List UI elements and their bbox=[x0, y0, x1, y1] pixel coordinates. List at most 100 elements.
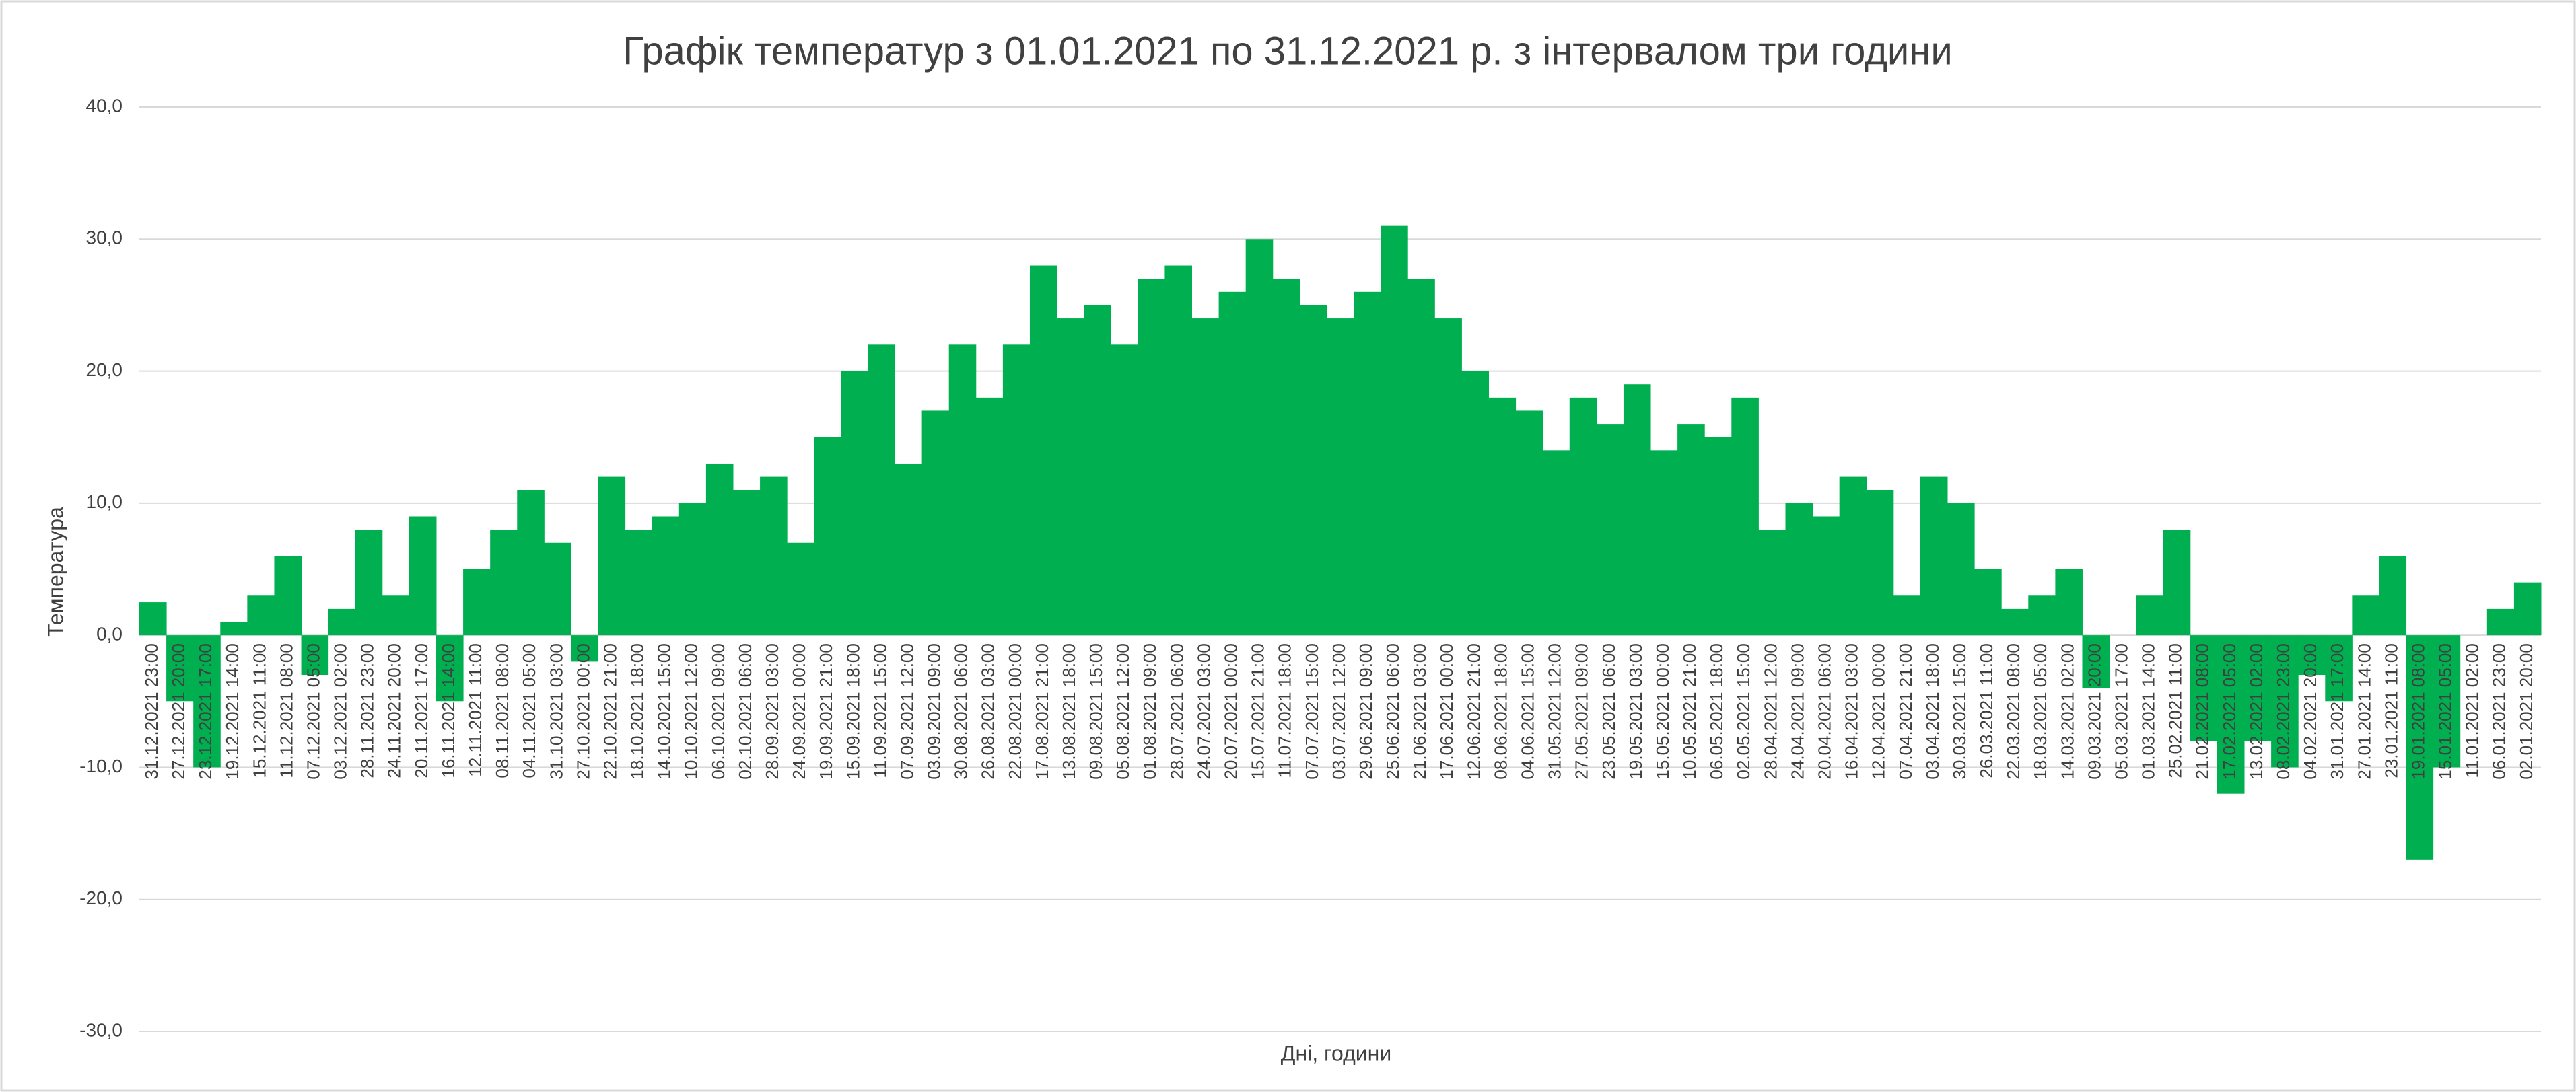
bar bbox=[1542, 450, 1570, 636]
x-tick-label: 02.05.2021 15:00 bbox=[1733, 643, 1753, 779]
x-tick-label: 18.03.2021 05:00 bbox=[2030, 643, 2050, 779]
bar bbox=[1866, 490, 1894, 636]
x-tick-label: 09.03.2021 20:00 bbox=[2084, 643, 2104, 779]
bar bbox=[1920, 476, 1948, 636]
x-tick-label: 15.12.2021 11:00 bbox=[249, 643, 269, 778]
x-tick-label: 28.11.2021 23:00 bbox=[357, 643, 378, 778]
bar bbox=[490, 530, 518, 636]
bar bbox=[1381, 225, 1408, 636]
bar bbox=[895, 463, 923, 636]
x-tick-label: 03.07.2021 12:00 bbox=[1329, 643, 1349, 779]
bar bbox=[1785, 503, 1813, 636]
bar bbox=[1029, 265, 1057, 636]
x-tick-label: 27.10.2021 00:00 bbox=[573, 643, 593, 779]
x-tick-label: 02.01.2021 20:00 bbox=[2516, 643, 2536, 779]
bar bbox=[1354, 291, 1381, 636]
x-tick-label: 24.11.2021 20:00 bbox=[384, 643, 405, 778]
x-tick-label: 31.10.2021 03:00 bbox=[546, 643, 566, 779]
bar bbox=[1947, 503, 1975, 636]
bar bbox=[1299, 305, 1327, 636]
bar bbox=[193, 635, 221, 768]
x-tick-label: 01.08.2021 09:00 bbox=[1140, 643, 1160, 779]
bar bbox=[1057, 318, 1084, 636]
bar bbox=[463, 569, 491, 636]
x-tick-label: 03.04.2021 18:00 bbox=[1922, 643, 1943, 779]
bar bbox=[2082, 635, 2110, 688]
x-tick-label: 11.01.2021 02:00 bbox=[2462, 643, 2482, 778]
bar bbox=[1596, 424, 1624, 636]
x-tick-label: 11.07.2021 18:00 bbox=[1275, 643, 1295, 778]
y-tick-label: -10,0 bbox=[79, 756, 123, 776]
bar bbox=[1839, 476, 1867, 636]
bar bbox=[787, 542, 814, 636]
x-tick-label: 06.05.2021 18:00 bbox=[1706, 643, 1727, 779]
x-tick-label: 03.09.2021 09:00 bbox=[924, 643, 944, 779]
x-tick-label: 12.04.2021 00:00 bbox=[1869, 643, 1889, 779]
bar bbox=[2136, 595, 2164, 636]
x-tick-label: 12.06.2021 21:00 bbox=[1463, 643, 1484, 779]
bar bbox=[2352, 595, 2379, 636]
x-tick-label: 07.04.2021 21:00 bbox=[1895, 643, 1916, 779]
bar bbox=[409, 516, 437, 636]
x-tick-label: 07.07.2021 15:00 bbox=[1302, 643, 1322, 779]
bar bbox=[1623, 384, 1651, 636]
y-tick-label: 30,0 bbox=[86, 227, 123, 248]
bar bbox=[841, 371, 868, 636]
bar bbox=[1138, 279, 1165, 636]
x-tick-label: 26.08.2021 03:00 bbox=[978, 643, 998, 779]
bar bbox=[1245, 239, 1274, 636]
x-tick-label: 24.07.2021 03:00 bbox=[1193, 643, 1214, 779]
bar bbox=[598, 476, 626, 636]
chart-title: Графік температур з 01.01.2021 по 31.12.… bbox=[623, 29, 1952, 73]
x-tick-label: 27.12.2021 20:00 bbox=[168, 643, 188, 779]
bar bbox=[2163, 530, 2191, 636]
bar bbox=[1488, 397, 1517, 636]
x-tick-label: 14.03.2021 02:00 bbox=[2057, 643, 2077, 779]
bar bbox=[1677, 424, 1705, 636]
bar bbox=[139, 602, 167, 636]
x-tick-label: 15.07.2021 21:00 bbox=[1248, 643, 1268, 779]
x-tick-label: 31.01.2021 17:00 bbox=[2327, 643, 2347, 779]
bar bbox=[678, 503, 707, 636]
bar bbox=[2244, 635, 2272, 741]
bar bbox=[1326, 318, 1354, 636]
bar bbox=[1731, 397, 1759, 636]
x-tick-label: 09.08.2021 15:00 bbox=[1086, 643, 1106, 779]
bar bbox=[328, 608, 356, 636]
x-tick-label: 07.12.2021 05:00 bbox=[303, 643, 323, 779]
x-tick-label: 12.11.2021 11:00 bbox=[465, 643, 485, 777]
bar bbox=[732, 490, 761, 636]
x-tick-label: 30.03.2021 15:00 bbox=[1949, 643, 1970, 779]
bar bbox=[1002, 344, 1031, 636]
bar bbox=[274, 556, 302, 636]
x-tick-label: 25.06.2021 06:00 bbox=[1383, 643, 1403, 779]
y-tick-label: 40,0 bbox=[86, 95, 123, 116]
bar bbox=[1893, 595, 1921, 636]
x-tick-label: 15.01.2021 05:00 bbox=[2435, 643, 2456, 779]
bar bbox=[571, 635, 599, 662]
x-tick-label: 23.12.2021 17:00 bbox=[195, 643, 215, 779]
x-tick-label: 16.11.2021 14:00 bbox=[438, 643, 458, 778]
x-tick-label: 24.04.2021 09:00 bbox=[1787, 643, 1807, 779]
bar bbox=[760, 476, 788, 636]
x-tick-label: 24.09.2021 00:00 bbox=[789, 643, 809, 779]
bar bbox=[2271, 635, 2299, 768]
bar bbox=[2217, 635, 2245, 794]
bar bbox=[2433, 635, 2461, 768]
bar bbox=[382, 595, 410, 636]
bar bbox=[220, 622, 248, 636]
x-tick-label: 19.09.2021 21:00 bbox=[816, 643, 836, 779]
bar bbox=[355, 530, 383, 636]
x-tick-label: 08.06.2021 18:00 bbox=[1490, 643, 1510, 779]
x-tick-label: 15.05.2021 00:00 bbox=[1652, 643, 1673, 779]
bar bbox=[2513, 582, 2542, 636]
x-tick-label: 20.07.2021 00:00 bbox=[1221, 643, 1241, 779]
x-tick-label: 30.08.2021 06:00 bbox=[951, 643, 971, 779]
x-tick-label: 08.11.2021 08:00 bbox=[492, 643, 512, 778]
x-tick-label: 04.02.2021 20:00 bbox=[2300, 643, 2320, 779]
bar bbox=[1407, 279, 1435, 636]
bar bbox=[2325, 635, 2353, 702]
x-tick-label: 10.10.2021 12:00 bbox=[681, 643, 701, 779]
y-tick-label: 10,0 bbox=[86, 491, 123, 512]
bar bbox=[652, 516, 680, 636]
